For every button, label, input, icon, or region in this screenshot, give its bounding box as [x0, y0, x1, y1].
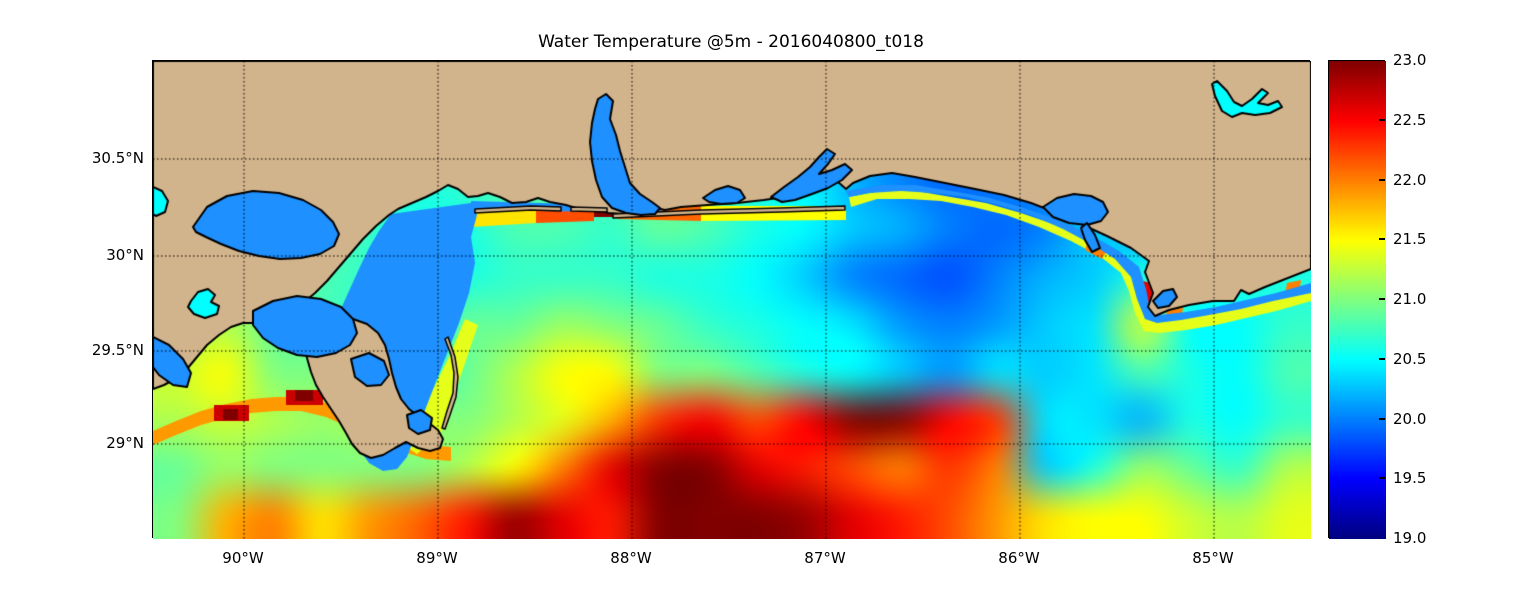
colorbar-tick-mark [1379, 298, 1385, 300]
colorbar-tick-mark [1379, 417, 1385, 420]
colorbar-tick-mark [1379, 357, 1385, 360]
y-tick-label: 30.5°N [91, 149, 144, 167]
colorbar-tick-label: 19.5 [1393, 469, 1427, 488]
colorbar-tick-label: 21.5 [1393, 230, 1427, 249]
x-tick-label: 90°W [222, 549, 264, 567]
colorbar-tick-label: 19.0 [1393, 529, 1427, 547]
y-tick-label: 29°N [106, 434, 144, 452]
y-tick-label: 30°N [106, 246, 144, 264]
map-plot-area [152, 60, 1311, 539]
colorbar-tick-mark [1379, 118, 1385, 121]
x-tick-label: 85°W [1192, 549, 1234, 567]
colorbar-tick-label: 21.0 [1393, 290, 1427, 308]
x-tick-label: 86°W [998, 549, 1040, 567]
x-tick-label: 89°W [416, 549, 458, 567]
x-tick-label: 88°W [610, 549, 652, 567]
x-tick-label: 87°W [804, 549, 846, 567]
plot-title: Water Temperature @5m - 2016040800_t018 [538, 32, 924, 52]
colorbar-tick-label: 20.5 [1393, 349, 1427, 368]
colorbar-tick-mark [1379, 238, 1385, 241]
colorbar-tick-label: 20.0 [1393, 409, 1427, 428]
colorbar [1328, 60, 1386, 539]
y-tick-label: 29.5°N [91, 341, 144, 359]
colorbar-gradient-canvas [1329, 61, 1386, 539]
temperature-map-canvas [153, 61, 1311, 539]
colorbar-tick-label: 22.5 [1393, 110, 1427, 129]
colorbar-tick-label: 23.0 [1393, 51, 1427, 69]
colorbar-tick-mark [1379, 178, 1385, 181]
colorbar-tick-label: 22.0 [1393, 170, 1427, 189]
colorbar-tick-mark [1379, 477, 1385, 480]
